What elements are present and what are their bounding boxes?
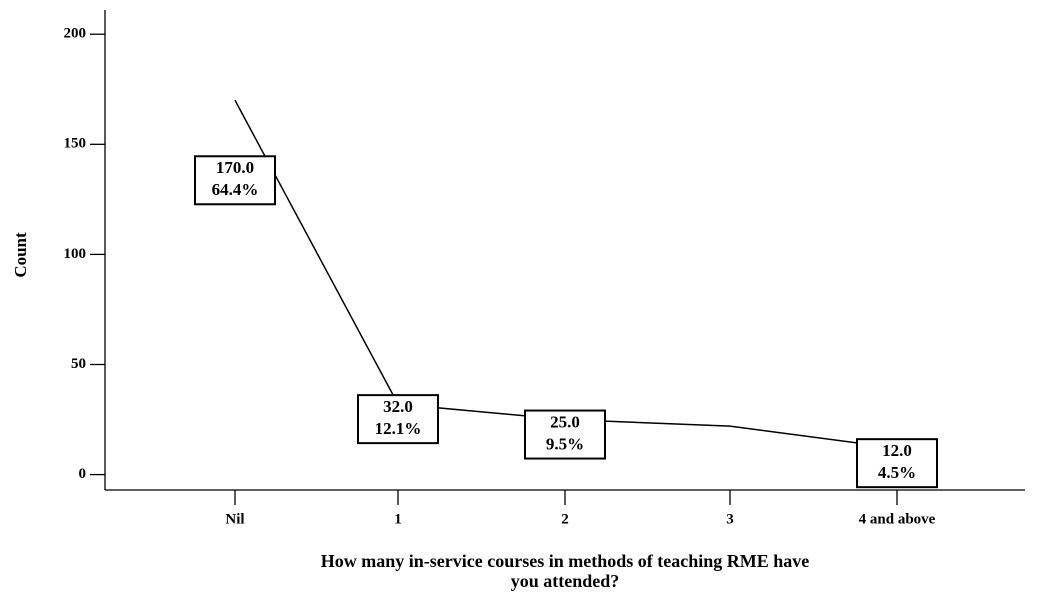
data-label: 170.0 <box>216 158 254 177</box>
label-box <box>856 438 938 489</box>
x-axis-label: you attended? <box>511 571 620 591</box>
data-label: 9.5% <box>546 434 584 453</box>
data-label: 12.1% <box>375 419 422 438</box>
y-tick-label: 50 <box>71 356 86 372</box>
label-box <box>194 155 276 206</box>
y-tick-label: 0 <box>79 466 87 482</box>
label-box <box>524 409 606 460</box>
y-tick-label: 200 <box>64 26 87 42</box>
data-label: 12.0 <box>882 441 912 460</box>
x-tick-label: 2 <box>561 511 569 527</box>
data-label: 64.4% <box>212 180 259 199</box>
data-label: 32.0 <box>383 397 413 416</box>
x-axis-label: How many in-service courses in methods o… <box>321 551 809 571</box>
label-box <box>357 394 439 445</box>
data-line <box>234 99 898 449</box>
x-tick-label: Nil <box>225 511 244 527</box>
y-tick-label: 150 <box>64 136 87 152</box>
data-label: 25.0 <box>550 412 580 431</box>
y-tick-label: 100 <box>64 246 87 262</box>
data-label: 4.5% <box>878 463 916 482</box>
y-axis-label: Count <box>11 232 30 278</box>
x-tick-label: 1 <box>394 511 402 527</box>
x-tick-label: 4 and above <box>859 511 936 527</box>
x-tick-label: 3 <box>726 511 734 527</box>
